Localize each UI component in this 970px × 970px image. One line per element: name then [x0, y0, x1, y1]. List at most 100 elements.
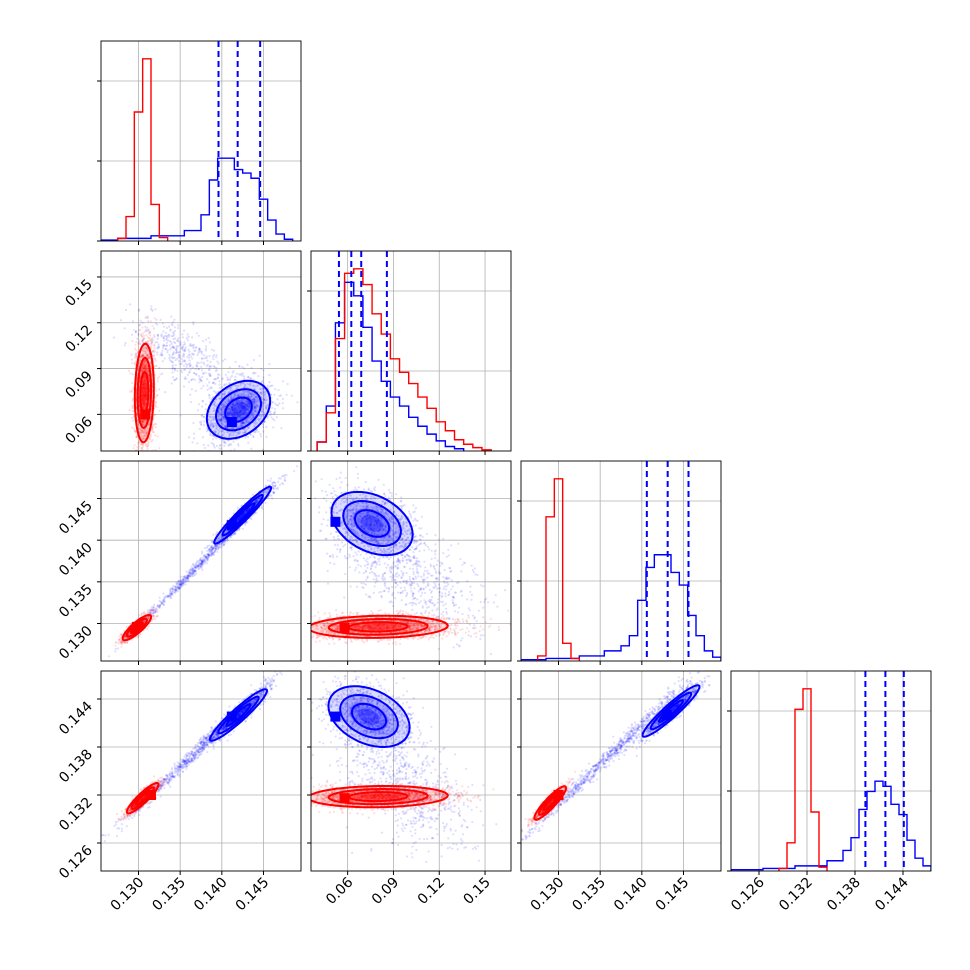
red-histogram [778, 688, 828, 871]
density-peak [339, 622, 350, 633]
density-fill [328, 789, 428, 805]
y-tick-label: 0.140 [56, 540, 96, 580]
density-peak [226, 520, 237, 531]
red-histogram [116, 58, 169, 241]
density-fill [359, 793, 397, 800]
density-contour [641, 684, 701, 738]
density-fill [206, 380, 271, 439]
density-contour [649, 691, 693, 731]
scatter-points [521, 671, 701, 846]
density-fill [361, 515, 383, 532]
panel-frame [520, 670, 722, 872]
density-contour [125, 617, 149, 638]
red-histogram [316, 268, 492, 451]
density-contour [342, 499, 402, 548]
density-fill [218, 696, 259, 734]
density-peak [661, 710, 672, 720]
density-contour [221, 493, 264, 537]
density-fill [210, 689, 267, 741]
marginal-panel-0 [100, 40, 302, 242]
x-tick-label: 0.126 [728, 874, 768, 914]
x-tick-label: 0.12 [415, 875, 448, 908]
panel-frame [730, 670, 932, 872]
x-tick-label: 0.138 [824, 875, 864, 915]
density-contour [350, 702, 388, 731]
x-tick-label: 0.130 [528, 875, 568, 915]
density-contour [208, 688, 269, 742]
density-peak [330, 516, 341, 527]
x-tick-label: 0.06 [323, 874, 356, 907]
y-tick-label: 0.126 [56, 842, 96, 882]
x-tick-label: 0.130 [108, 875, 148, 915]
density-contour [339, 693, 399, 740]
y-tick-label: 0.15 [62, 276, 95, 309]
joint-panel-1-0 [100, 250, 302, 452]
axis-ticks [517, 500, 684, 665]
blue-histogram [521, 554, 721, 661]
density-peak [140, 409, 151, 420]
joint-panel-3-2 [520, 670, 722, 872]
panel-frame [100, 40, 302, 242]
density-peak [339, 793, 350, 804]
density-fill [141, 380, 147, 406]
y-tick-label: 0.132 [56, 795, 96, 835]
panel-frame [100, 670, 302, 872]
joint-panel-2-0 [100, 460, 302, 662]
panel-frame [100, 460, 302, 662]
density-peak [226, 711, 237, 722]
x-tick-label: 0.135 [569, 875, 609, 915]
density-peak [226, 416, 237, 427]
density-fill [359, 623, 397, 630]
y-tick-label: 0.135 [56, 581, 96, 621]
marginal-panel-3 [730, 670, 932, 872]
density-contour [136, 356, 153, 430]
density-contour [353, 509, 391, 538]
density-contour [311, 785, 449, 809]
scatter-points [113, 303, 253, 412]
density-peak [553, 790, 564, 800]
x-tick-label: 0.09 [369, 875, 402, 908]
density-contour [533, 785, 568, 821]
density-contour [213, 485, 273, 545]
density-contour [327, 685, 411, 749]
x-tick-label: 0.135 [149, 875, 189, 915]
density-fill [230, 402, 247, 418]
density-contour [214, 388, 263, 432]
red-histogram [536, 478, 581, 661]
y-tick-label: 0.06 [62, 414, 95, 447]
density-fill [138, 794, 147, 803]
joint-panel-3-1 [310, 670, 512, 872]
density-contour [311, 614, 449, 639]
density-fill [235, 507, 251, 523]
x-tick-label: 0.140 [611, 875, 651, 915]
axis-ticks [307, 498, 486, 665]
x-tick-label: 0.145 [653, 875, 693, 915]
density-peak [330, 711, 341, 722]
axis-ticks: 0.130 0.135 0.140 0.145 0.126 0.132 0.138 0.144 [56, 698, 272, 914]
density-contour [224, 396, 253, 424]
density-fill [331, 491, 413, 556]
density-peak [146, 790, 156, 800]
blue-histogram [731, 780, 931, 871]
x-tick-label: 0.132 [776, 875, 816, 915]
panel-frame [520, 460, 722, 662]
panel-frame [100, 250, 302, 452]
density-contour [121, 613, 153, 642]
density-fill [358, 708, 380, 725]
y-tick-label: 0.145 [56, 498, 96, 538]
y-tick-label: 0.09 [62, 368, 95, 401]
y-tick-label: 0.138 [56, 747, 96, 787]
x-tick-label: 0.15 [461, 875, 494, 908]
density-fill [328, 686, 410, 747]
density-contour [217, 695, 260, 735]
density-contour [330, 490, 414, 557]
axis-ticks [97, 80, 264, 245]
joint-panel-3-0 [100, 670, 302, 872]
y-tick-label: 0.130 [56, 623, 96, 663]
axis-ticks [307, 290, 486, 455]
density-peak [131, 621, 142, 632]
y-tick-label: 0.144 [56, 698, 96, 738]
density-contour [133, 342, 155, 444]
x-tick-label: 0.144 [872, 874, 912, 914]
blue-histogram [101, 157, 294, 241]
